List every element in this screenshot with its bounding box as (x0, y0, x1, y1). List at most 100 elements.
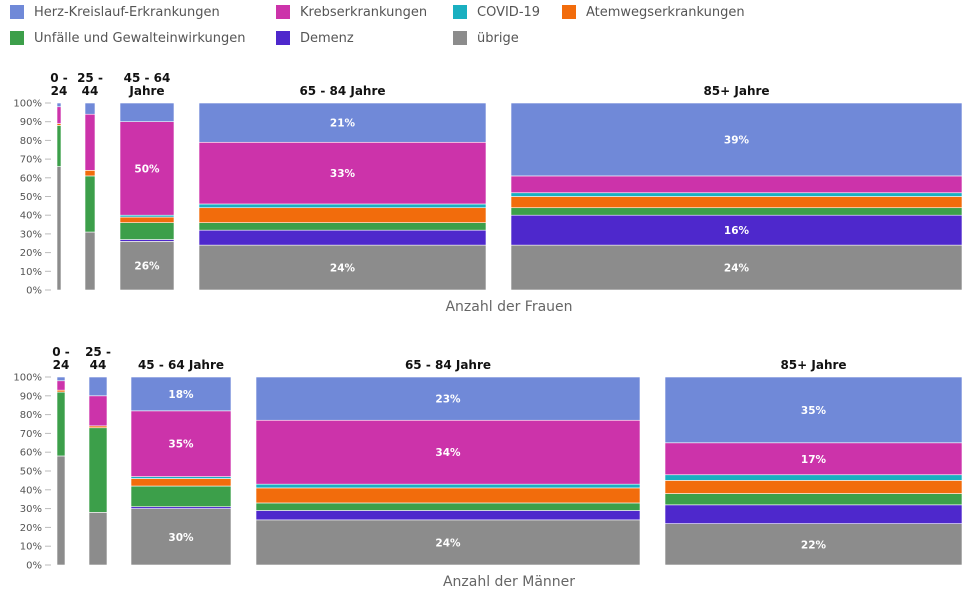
bar-segment-uebrige[interactable] (510, 244, 963, 291)
bar-segment-unfall[interactable] (130, 485, 232, 508)
legend-label-unfall: Unfälle und Gewalteinwirkungen (34, 30, 246, 46)
legend-item-demenz[interactable]: Demenz (276, 28, 354, 48)
bar-segment-krebs[interactable] (56, 106, 62, 124)
group-label: 0 - (50, 71, 68, 85)
bar-segment-unfall[interactable] (56, 125, 62, 167)
y-tick-label: 40% (20, 211, 42, 222)
bar-segment-herz[interactable] (255, 376, 641, 421)
legend-item-krebs[interactable]: Krebserkrankungen (276, 2, 427, 22)
bar-segment-atem[interactable] (130, 478, 232, 487)
bar-segment-krebs[interactable] (56, 380, 66, 391)
y-tick-label: 80% (20, 410, 42, 421)
bar-segment-herz[interactable] (130, 376, 232, 412)
y-tick-label: 70% (20, 429, 42, 440)
y-tick-label: 60% (20, 173, 42, 184)
legend-item-covid[interactable]: COVID-19 (453, 2, 540, 22)
bar-segment-uebrige[interactable] (119, 241, 175, 291)
y-tick-label: 10% (20, 542, 42, 553)
data-label: 35% (168, 439, 194, 451)
y-tick-label: 0% (26, 286, 42, 297)
y-tick-label: 90% (20, 117, 42, 128)
bar-segment-uebrige[interactable] (664, 523, 963, 566)
bar-segment-uebrige[interactable] (84, 231, 96, 291)
bar-segment-demenz[interactable] (198, 229, 487, 246)
bar-segment-krebs[interactable] (198, 141, 487, 205)
bar-segment-unfall[interactable] (664, 493, 963, 506)
bar-segment-uebrige[interactable] (56, 166, 62, 291)
legend-label-covid: COVID-19 (477, 4, 541, 20)
group-label: 85+ Jahre (780, 358, 846, 372)
data-label: 22% (801, 539, 827, 551)
bar-segment-krebs[interactable] (255, 419, 641, 485)
legend-swatch-unfall (10, 31, 24, 45)
bar-segment-unfall[interactable] (84, 175, 96, 233)
bar-segment-unfall[interactable] (88, 427, 108, 513)
bar-segment-krebs[interactable] (88, 395, 108, 427)
bar-segment-atem[interactable] (510, 196, 963, 209)
bar-segment-atem[interactable] (84, 170, 96, 177)
panel-title: Anzahl der Frauen (445, 299, 572, 315)
group-label: 45 - 64 (124, 71, 171, 85)
bar-segment-unfall[interactable] (255, 502, 641, 511)
bar-segment-demenz[interactable] (664, 504, 963, 524)
legend-label-demenz: Demenz (300, 30, 354, 46)
bar-segment-atem[interactable] (664, 480, 963, 494)
bar-segment-unfall[interactable] (510, 207, 963, 216)
bar-segment-uebrige[interactable] (255, 519, 641, 566)
legend-item-atem[interactable]: Atemwegserkrankungen (562, 2, 745, 22)
data-label: 30% (168, 532, 194, 544)
bar-segment-covid[interactable] (198, 203, 487, 209)
bar-segment-demenz[interactable] (510, 214, 963, 246)
bar-segment-krebs[interactable] (510, 175, 963, 194)
bar-segment-krebs[interactable] (119, 121, 175, 216)
bar-segment-herz[interactable] (84, 102, 96, 115)
legend-label-uebrige: übrige (477, 30, 519, 46)
legend-swatch-herz (10, 5, 24, 19)
y-tick-label: 10% (20, 267, 42, 278)
y-tick-label: 30% (20, 229, 42, 240)
legend: Herz-Kreislauf-Erkrankungen Krebserkrank… (0, 0, 965, 60)
legend-label-krebs: Krebserkrankungen (300, 4, 428, 20)
data-label: 23% (435, 394, 461, 406)
bar-segment-unfall[interactable] (56, 391, 66, 457)
data-label: 18% (168, 389, 194, 401)
bar-segment-demenz[interactable] (255, 510, 641, 521)
legend-item-unfall[interactable]: Unfälle und Gewalteinwirkungen (10, 28, 245, 48)
y-tick-label: 90% (20, 391, 42, 402)
bar-segment-covid[interactable] (255, 483, 641, 489)
y-tick-label: 20% (20, 523, 42, 534)
bar-segment-uebrige[interactable] (198, 244, 487, 291)
y-tick-label: 40% (20, 485, 42, 496)
bar-segment-herz[interactable] (56, 102, 62, 108)
legend-item-uebrige[interactable]: übrige (453, 28, 519, 48)
y-tick-label: 80% (20, 136, 42, 147)
bar-segment-atem[interactable] (119, 216, 175, 223)
legend-label-herz: Herz-Kreislauf-Erkrankungen (34, 4, 220, 20)
bar-segment-covid[interactable] (664, 474, 963, 481)
bar-segment-herz[interactable] (88, 376, 108, 397)
bar-segment-atem[interactable] (198, 207, 487, 223)
y-tick-label: 30% (20, 504, 42, 515)
bar-segment-krebs[interactable] (84, 113, 96, 171)
bar-segment-krebs[interactable] (664, 442, 963, 476)
bar-segment-atem[interactable] (255, 487, 641, 504)
bar-segment-uebrige[interactable] (88, 512, 108, 566)
bar-segment-unfall[interactable] (198, 222, 487, 231)
bar-segment-herz[interactable] (119, 102, 175, 123)
y-tick-label: 70% (20, 155, 42, 166)
data-label: 24% (724, 263, 750, 275)
group-label: 24 (53, 358, 70, 372)
data-label: 17% (801, 454, 827, 466)
bar-segment-herz[interactable] (664, 376, 963, 444)
bar-segment-uebrige[interactable] (56, 455, 66, 566)
data-label: 24% (330, 263, 356, 275)
legend-item-herz[interactable]: Herz-Kreislauf-Erkrankungen (10, 2, 220, 22)
bar-segment-krebs[interactable] (130, 410, 232, 477)
bar-segment-herz[interactable] (510, 102, 963, 177)
bar-segment-herz[interactable] (56, 376, 66, 382)
data-label: 26% (134, 261, 160, 273)
bar-segment-covid[interactable] (510, 192, 963, 197)
bar-segment-unfall[interactable] (119, 222, 175, 240)
bar-segment-uebrige[interactable] (130, 508, 232, 566)
bar-segment-herz[interactable] (198, 102, 487, 143)
